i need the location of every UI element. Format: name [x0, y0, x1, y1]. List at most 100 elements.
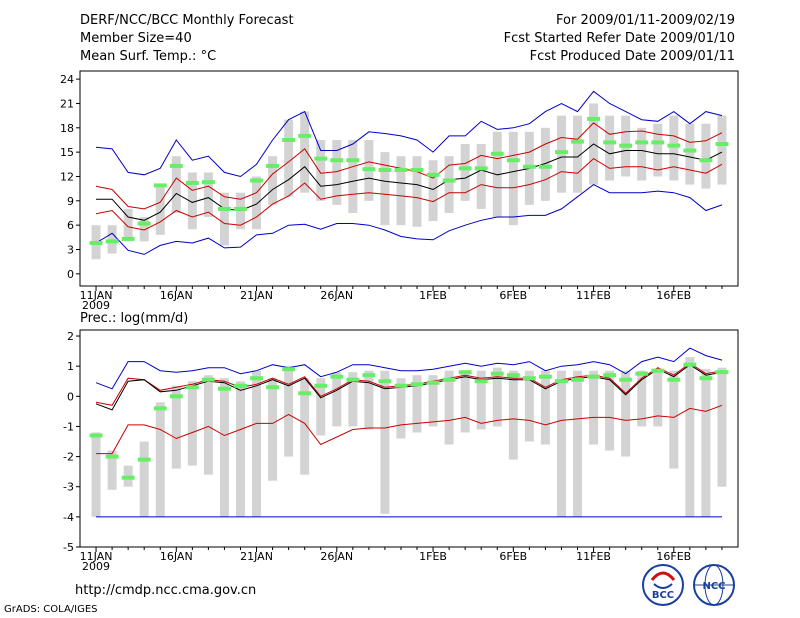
observation-marker	[458, 370, 472, 375]
observation-marker	[635, 371, 649, 376]
precipitation-lines	[95, 347, 723, 518]
y-tick-label: 3	[67, 243, 74, 256]
observation-marker	[121, 475, 135, 480]
range-bar	[284, 366, 294, 457]
range-bar	[155, 402, 165, 517]
observation-marker	[587, 374, 600, 379]
ensemble-mean-line	[95, 364, 723, 411]
range-bar	[300, 111, 310, 193]
observation-marker	[522, 164, 536, 169]
envelope-max-line	[95, 90, 723, 178]
observation-marker	[201, 180, 215, 185]
bcc-logo-ring	[642, 564, 684, 606]
observation-marker	[683, 148, 697, 153]
observation-marker	[153, 183, 167, 188]
range-bar	[187, 381, 197, 466]
observation-marker	[571, 377, 584, 382]
observation-marker	[105, 239, 119, 244]
observation-marker	[587, 116, 600, 121]
range-bar	[653, 123, 663, 177]
precipitation-x-axis: 11JAN 16JAN 21JAN 26JAN 1FEB 6FEB 11FEB 16FEB 20…	[80, 547, 723, 573]
observation-marker	[169, 394, 183, 399]
observation-marker	[250, 178, 263, 183]
range-bar	[364, 370, 374, 430]
observation-marker	[410, 382, 424, 387]
range-bar	[540, 370, 550, 445]
range-bar	[717, 115, 727, 185]
x-tick-label: 16FEB	[656, 289, 691, 302]
range-bar	[605, 370, 615, 451]
range-bar	[637, 370, 647, 427]
y-tick-label: 21	[60, 97, 74, 110]
panel-title-temp: Mean Surf. Temp.: °C	[80, 49, 216, 64]
range-bar	[348, 139, 358, 213]
panel-title-prec: Prec.: log(mm/d)	[80, 311, 188, 326]
range-bar	[605, 115, 615, 181]
range-bar	[412, 375, 422, 433]
observation-marker	[522, 376, 536, 381]
fcst-produced-date: Fcst Produced Date 2009/01/11	[530, 49, 735, 64]
y-tick-label: 0	[67, 268, 74, 281]
range-bar	[203, 172, 213, 218]
observation-marker	[619, 377, 633, 382]
observation-marker	[346, 158, 360, 163]
range-bar	[573, 115, 583, 193]
x-axis-year-label: 2009	[82, 560, 110, 573]
range-bar	[540, 127, 550, 201]
x-tick-label: 11JAN	[80, 289, 113, 302]
x-tick-label: 11JAN	[80, 550, 113, 563]
observation-marker	[667, 143, 681, 148]
observation-marker	[121, 236, 135, 241]
observation-marker	[218, 386, 231, 391]
observation-marker	[234, 383, 247, 388]
y-tick-label: 6	[67, 219, 74, 232]
precipitation-observations	[89, 362, 729, 480]
range-bar	[219, 192, 229, 246]
range-bar	[637, 127, 647, 181]
observation-marker	[105, 454, 119, 459]
ncc-logo-text: NCC	[702, 581, 725, 592]
range-bar	[252, 176, 262, 230]
observation-marker	[555, 379, 568, 384]
x-tick-label: 16JAN	[160, 289, 193, 302]
range-bar	[573, 370, 583, 517]
range-bar	[556, 115, 566, 193]
observation-marker	[234, 206, 247, 211]
range-bar	[717, 367, 727, 487]
precipitation-range-bars	[91, 357, 727, 517]
temperature-plot-frame	[79, 70, 739, 287]
observation-marker	[410, 167, 424, 172]
range-bar	[268, 378, 278, 481]
y-tick-label: 1	[67, 360, 74, 373]
x-tick-label: 6FEB	[499, 289, 527, 302]
observation-marker	[426, 380, 440, 385]
range-bar	[219, 378, 229, 517]
x-tick-label: 11FEB	[576, 289, 611, 302]
y-tick-label: -3	[63, 481, 74, 494]
x-axis-year-label: 2009	[82, 299, 110, 312]
range-bar	[107, 450, 117, 490]
observation-marker	[362, 373, 376, 378]
footer-url[interactable]: http://cmdp.ncc.cma.gov.cn	[75, 583, 256, 598]
precipitation-panel: -5 -4 -3 -2 -1 0 1 2 11JAN 16JAN 21JAN 26JAN 1FEB 6F…	[63, 329, 739, 573]
range-bar	[444, 370, 454, 445]
range-bar	[107, 225, 117, 254]
precipitation-y-axis: -5 -4 -3 -2 -1 0 1 2	[63, 330, 80, 554]
observation-marker	[603, 373, 617, 378]
observation-marker	[442, 377, 456, 382]
observation-marker	[346, 377, 360, 382]
y-tick-label: -4	[63, 511, 74, 524]
observation-marker	[394, 167, 408, 172]
x-tick-label: 26JAN	[320, 550, 353, 563]
temperature-panel: 0 3 6 9 12 15 18 21 24 11JAN 16JAN 21JAN 26JAN 1FEB 6…	[60, 70, 739, 312]
observation-marker	[330, 158, 344, 163]
x-tick-label: 21JAN	[240, 550, 273, 563]
range-bar	[139, 217, 149, 242]
observation-marker	[394, 383, 408, 388]
x-tick-label: 16FEB	[656, 550, 691, 563]
observation-marker	[538, 374, 552, 379]
observation-marker	[218, 206, 231, 211]
y-tick-label: 12	[60, 170, 74, 183]
range-bar	[589, 370, 599, 445]
